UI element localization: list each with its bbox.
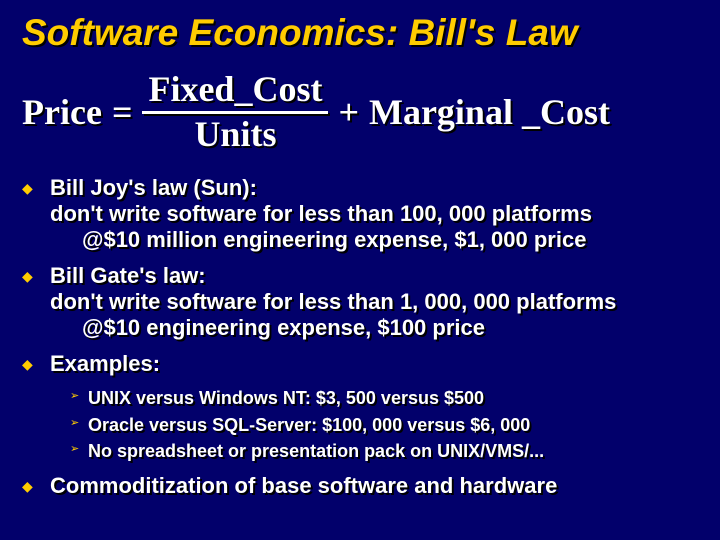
bullet-line: don't write software for less than 100, … xyxy=(50,201,592,226)
chevron-bullet-icon: ➢ xyxy=(70,418,82,429)
diamond-bullet-icon: ◆ xyxy=(22,357,36,371)
formula-plus: + xyxy=(338,91,359,133)
bullet-list: ◆ Bill Joy's law (Sun): don't write soft… xyxy=(22,175,698,498)
bullet-item: ◆ Examples: xyxy=(22,351,698,377)
formula-rhs: Marginal _Cost xyxy=(369,91,610,133)
slide-title: Software Economics: Bill's Law xyxy=(22,14,698,53)
bullet-line: Commoditization of base software and har… xyxy=(50,473,557,498)
diamond-bullet-icon: ◆ xyxy=(22,181,36,195)
formula-lhs: Price xyxy=(22,91,102,133)
bullet-item: ◆ Bill Gate's law: don't write software … xyxy=(22,263,698,341)
formula-denominator: Units xyxy=(194,116,276,154)
bullet-text: Bill Gate's law: don't write software fo… xyxy=(50,263,616,341)
price-formula: Price = Fixed_Cost Units + Marginal _Cos… xyxy=(22,71,698,154)
bullet-line: @$10 million engineering expense, $1, 00… xyxy=(50,227,592,253)
sub-bullet-item: ➢ Oracle versus SQL-Server: $100, 000 ve… xyxy=(70,414,698,437)
formula-equals: = xyxy=(112,91,133,133)
bullet-line: @$10 engineering expense, $100 price xyxy=(50,315,616,341)
diamond-bullet-icon: ◆ xyxy=(22,269,36,283)
bullet-line: Bill Joy's law (Sun): xyxy=(50,175,257,200)
sub-bullet-text: No spreadsheet or presentation pack on U… xyxy=(88,440,544,463)
diamond-bullet-icon: ◆ xyxy=(22,479,36,493)
chevron-bullet-icon: ➢ xyxy=(70,391,82,402)
bullet-text: Examples: xyxy=(50,351,160,377)
bullet-text: Bill Joy's law (Sun): don't write softwa… xyxy=(50,175,592,253)
sub-bullet-list: ➢ UNIX versus Windows NT: $3, 500 versus… xyxy=(70,387,698,463)
sub-bullet-item: ➢ UNIX versus Windows NT: $3, 500 versus… xyxy=(70,387,698,410)
slide: Software Economics: Bill's Law Price = F… xyxy=(0,0,720,540)
bullet-text: Commoditization of base software and har… xyxy=(50,473,557,499)
sub-bullet-text: Oracle versus SQL-Server: $100, 000 vers… xyxy=(88,414,530,437)
chevron-bullet-icon: ➢ xyxy=(70,444,82,455)
bullet-line: don't write software for less than 1, 00… xyxy=(50,289,616,314)
bullet-line: Examples: xyxy=(50,351,160,376)
formula-numerator: Fixed_Cost xyxy=(142,71,328,109)
bullet-item: ◆ Bill Joy's law (Sun): don't write soft… xyxy=(22,175,698,253)
sub-bullet-item: ➢ No spreadsheet or presentation pack on… xyxy=(70,440,698,463)
sub-bullet-text: UNIX versus Windows NT: $3, 500 versus $… xyxy=(88,387,484,410)
bullet-line: Bill Gate's law: xyxy=(50,263,206,288)
bullet-item: ◆ Commoditization of base software and h… xyxy=(22,473,698,499)
formula-fraction: Fixed_Cost Units xyxy=(142,71,328,154)
